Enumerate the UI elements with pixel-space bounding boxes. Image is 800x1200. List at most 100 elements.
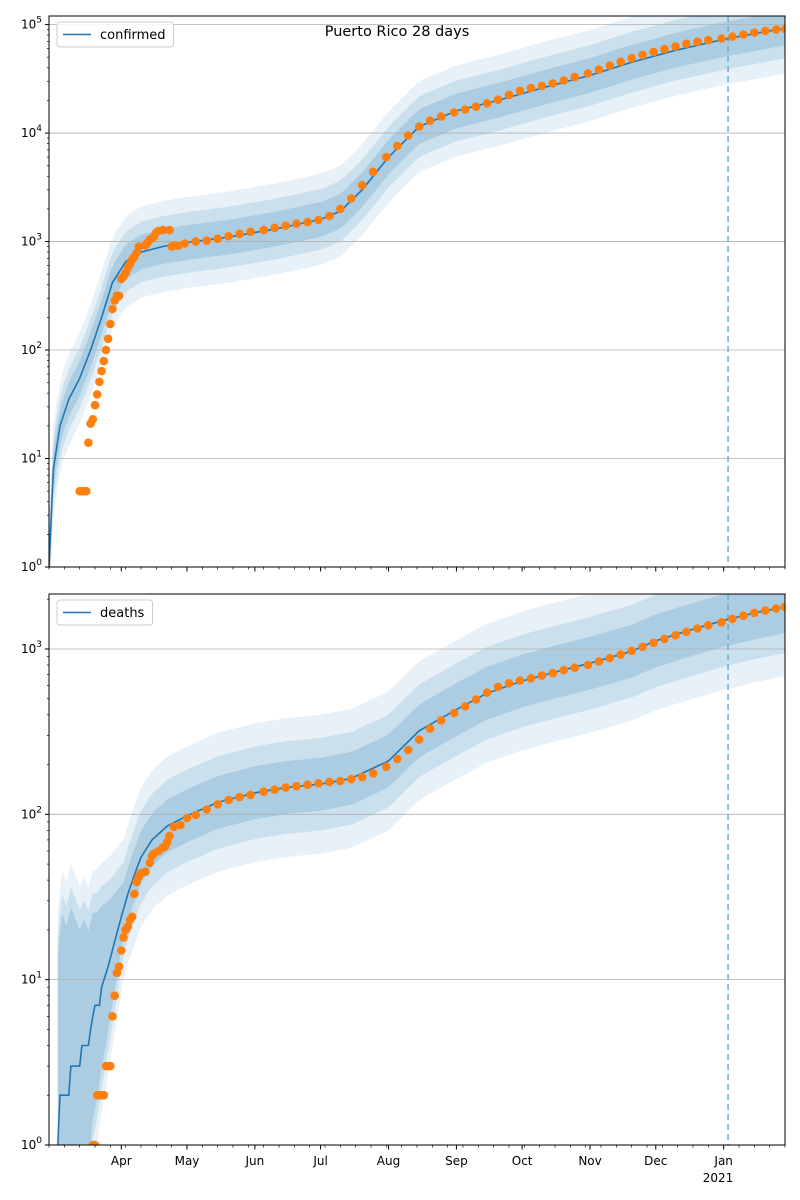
observed-point xyxy=(246,227,255,237)
observed-point xyxy=(165,225,174,235)
observed-point xyxy=(259,787,269,796)
observed-point xyxy=(314,779,323,788)
observed-point xyxy=(594,657,604,666)
x-tick-label: Nov xyxy=(578,1154,601,1168)
observed-point xyxy=(728,614,737,624)
observed-point xyxy=(649,47,658,57)
observed-point xyxy=(165,831,174,841)
legend-box xyxy=(56,599,154,626)
observed-point xyxy=(548,668,558,678)
observed-point xyxy=(704,35,713,45)
observed-point xyxy=(191,237,201,246)
observed-point xyxy=(106,319,115,329)
observed-point xyxy=(281,783,290,792)
observed-point xyxy=(460,702,470,711)
y-tick-label: 103 xyxy=(21,640,42,656)
y-tick-label: 100 xyxy=(21,558,42,574)
observed-point xyxy=(141,867,150,876)
x-tick-label: Dec xyxy=(644,1154,667,1168)
observed-point xyxy=(548,79,558,88)
observed-point xyxy=(336,776,345,786)
observed-point xyxy=(123,922,133,931)
observed-point xyxy=(130,889,139,899)
y-tick-label: 100 xyxy=(21,1136,42,1152)
observed-point xyxy=(108,304,117,314)
observed-point xyxy=(224,231,233,241)
observed-point xyxy=(436,112,446,121)
y-tick-label: 103 xyxy=(21,233,42,249)
observed-point xyxy=(108,1012,117,1021)
observed-point xyxy=(570,72,579,82)
observed-point xyxy=(110,991,119,1000)
observed-point xyxy=(605,653,615,663)
observed-point xyxy=(97,366,106,376)
observed-point xyxy=(583,69,593,78)
observed-point xyxy=(493,95,503,104)
observed-point xyxy=(281,221,290,230)
observed-point xyxy=(382,762,391,771)
observed-point xyxy=(693,37,702,46)
observed-point xyxy=(303,217,312,227)
observed-point xyxy=(173,241,183,250)
observed-point xyxy=(325,211,334,221)
observed-point xyxy=(119,933,128,942)
observed-point xyxy=(449,708,459,718)
observed-point xyxy=(314,215,323,225)
y-tick-label: 105 xyxy=(21,16,42,32)
uncertainty-band xyxy=(57,594,785,1145)
observed-point xyxy=(145,858,155,867)
observed-point xyxy=(246,790,255,800)
x-tick-label: Apr xyxy=(111,1154,132,1168)
observed-point xyxy=(616,650,625,659)
observed-point xyxy=(357,772,367,782)
chart-title: Puerto Rico 28 days xyxy=(325,24,470,40)
observed-point xyxy=(176,820,185,830)
observed-point xyxy=(780,602,785,612)
observed-point xyxy=(425,116,435,125)
observed-point xyxy=(761,26,770,36)
observed-point xyxy=(526,674,536,683)
observed-point xyxy=(671,631,680,640)
observed-point xyxy=(292,781,301,791)
observed-point xyxy=(717,34,726,43)
observed-point xyxy=(101,345,111,355)
x-tick-label: Jun xyxy=(245,1154,265,1168)
observed-point xyxy=(460,105,470,114)
observed-point xyxy=(750,28,759,37)
observed-point xyxy=(106,1061,115,1071)
confirmed-panel: 100 101 102 103 104 105 confirmed xyxy=(21,15,786,574)
observed-point xyxy=(414,122,424,131)
observed-point xyxy=(180,239,190,248)
legend-box xyxy=(56,21,175,48)
observed-point xyxy=(471,695,481,704)
observed-point xyxy=(213,800,222,809)
observed-point xyxy=(515,676,525,685)
y-tick-label: 102 xyxy=(21,805,42,821)
observed-point xyxy=(780,24,785,34)
observed-point xyxy=(270,785,279,794)
x-tick-label: Sep xyxy=(445,1154,468,1168)
deaths-panel: 100 101 102 103 Apr May Jun Jul Aug Sep Oct Nov Dec J… xyxy=(21,593,786,1168)
observed-point xyxy=(638,642,647,652)
observed-point xyxy=(81,486,91,496)
observed-point xyxy=(403,745,413,755)
observed-point xyxy=(537,81,547,91)
observed-point xyxy=(739,611,748,620)
observed-point xyxy=(325,777,334,787)
observed-point xyxy=(526,83,536,93)
observed-point xyxy=(750,608,759,618)
observed-point xyxy=(213,234,222,244)
x-tick-label: Aug xyxy=(377,1154,400,1168)
observed-point xyxy=(704,621,713,630)
y-tick-label: 104 xyxy=(21,124,42,140)
observed-point xyxy=(436,716,446,725)
observed-point xyxy=(88,415,98,424)
observed-point xyxy=(368,167,378,177)
observed-point xyxy=(114,962,124,971)
observed-point xyxy=(235,792,244,802)
observed-point xyxy=(95,377,104,387)
observed-point xyxy=(259,225,269,235)
x-tick-label: May xyxy=(175,1154,200,1168)
observed-point xyxy=(114,291,124,301)
observed-point xyxy=(717,618,726,627)
